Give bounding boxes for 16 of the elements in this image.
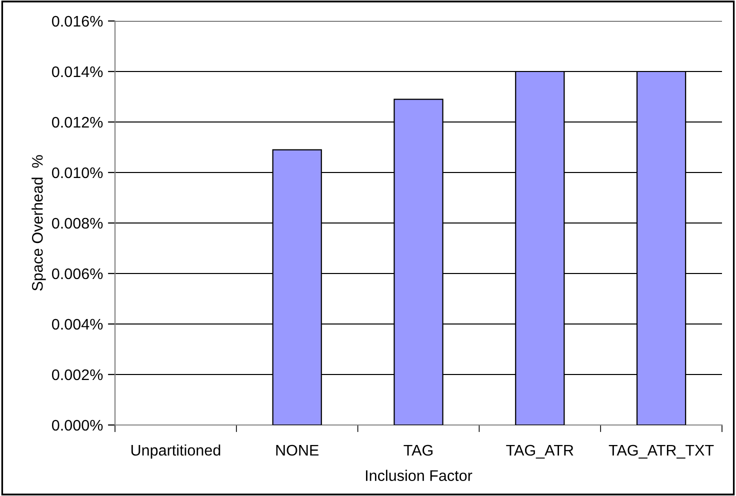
- y-tick-label: 0.012%: [52, 116, 103, 128]
- x-tick-label: TAG_ATR: [506, 444, 574, 459]
- y-tick-label: 0.014%: [52, 66, 103, 78]
- x-tick-label: Unpartitioned: [131, 444, 220, 459]
- y-tick-label: 0.000%: [52, 420, 103, 431]
- y-tick-label: 0.010%: [52, 167, 103, 178]
- x-tick-label: TAG: [404, 444, 432, 456]
- x-tick-label: NONE: [276, 444, 319, 456]
- y-tick-label: 0.002%: [52, 369, 103, 380]
- y-axis-title: Space Overhead %: [32, 155, 46, 291]
- x-axis-title: Inclusion Factor: [366, 470, 472, 482]
- y-tick-label: 0.004%: [52, 318, 103, 330]
- y-tick-label: 0.006%: [52, 268, 103, 280]
- y-tick-label: 0.016%: [52, 16, 103, 27]
- y-tick-label: 0.008%: [52, 218, 103, 229]
- x-tick-label: TAG_ATR_TXT: [608, 444, 714, 459]
